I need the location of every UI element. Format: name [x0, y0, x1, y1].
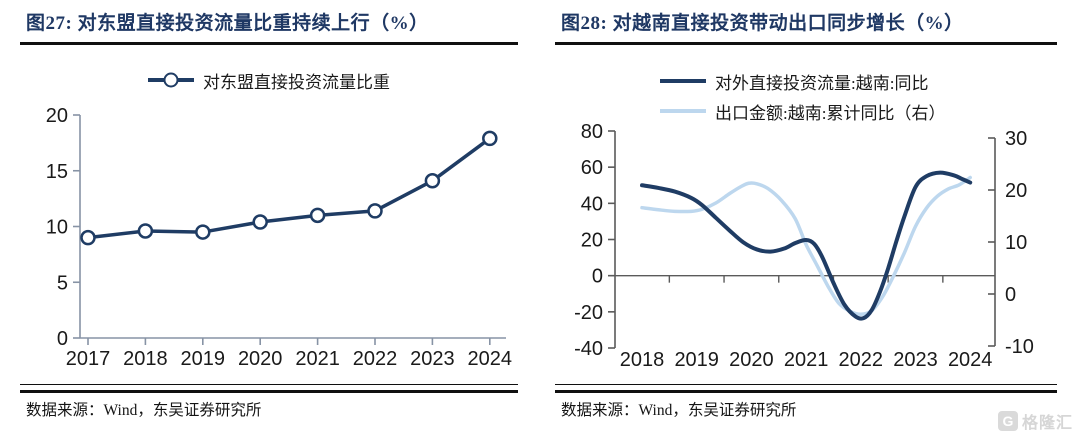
gelonghui-logo-icon: G: [997, 411, 1018, 431]
svg-text:30: 30: [1005, 128, 1027, 150]
legend-item: 出口金额:越南:累计同比（右）: [660, 99, 945, 124]
figure-27-bottom-rule: [20, 384, 518, 393]
svg-text:2020: 2020: [238, 348, 283, 370]
legend-item: 对东盟直接投资流量比重: [148, 68, 390, 93]
svg-text:2018: 2018: [123, 348, 168, 370]
svg-text:2024: 2024: [468, 348, 513, 370]
svg-text:2022: 2022: [353, 348, 398, 370]
asean-fdi-share-line-chart: 0 5 10 15 20 2017 2018 2019 2020 2021 2022 2023 2024: [46, 105, 513, 370]
svg-text:10: 10: [46, 217, 68, 239]
svg-text:40: 40: [581, 193, 603, 215]
data-point-marker: [424, 173, 441, 189]
data-point-marker: [367, 203, 383, 219]
figure-28-bottom-rule: [555, 384, 1057, 393]
svg-text:2017: 2017: [66, 348, 111, 370]
svg-text:2022: 2022: [839, 349, 884, 371]
figure-28-title: 图28: 对越南直接投资带动出口同步增长（%）: [561, 13, 964, 34]
open-circle-marker: [163, 72, 179, 88]
legend-label: 出口金额:越南:累计同比（右）: [715, 103, 946, 123]
svg-text:10: 10: [1005, 232, 1027, 254]
svg-text:15: 15: [46, 161, 68, 183]
data-point-marker: [482, 130, 498, 147]
gelonghui-watermark: G 格隆汇: [997, 409, 1073, 433]
svg-text:0: 0: [57, 328, 68, 350]
figure-27-data-source: 数据来源：Wind，东吴证券研究所: [26, 402, 262, 419]
svg-text:5: 5: [57, 272, 68, 294]
svg-text:20: 20: [581, 230, 603, 252]
data-point-marker: [80, 229, 96, 246]
svg-text:-20: -20: [574, 302, 603, 324]
figure-27-panel: 图27: 对东盟直接投资流量比重持续上行（%） 对东盟直接投资流量比重 0 5 10…: [20, 6, 518, 434]
svg-text:2021: 2021: [295, 348, 340, 370]
svg-text:0: 0: [592, 266, 603, 288]
svg-text:20: 20: [1005, 180, 1027, 202]
data-point-marker: [252, 214, 268, 230]
svg-text:2023: 2023: [410, 348, 455, 370]
data-point-marker: [137, 223, 154, 239]
svg-text:-40: -40: [574, 338, 603, 360]
figure-27-legend: 对东盟直接投资流量比重: [20, 66, 518, 94]
gelonghui-logo-text: 格隆汇: [1021, 415, 1073, 432]
legend-item: 对外直接投资流量:越南:同比: [660, 69, 928, 94]
navy-line-swatch: [660, 79, 706, 83]
vietnam-fdi-export-dual-axis-chart: -40 -20 0 20 40 60 80 -10 0 10 20 30 2018 2019 2020 202…: [574, 121, 1034, 371]
svg-text:2018: 2018: [620, 349, 665, 371]
svg-text:2020: 2020: [729, 349, 774, 371]
svg-text:60: 60: [581, 157, 603, 179]
data-point-marker: [195, 224, 211, 240]
series-fdi-flow-yoy: [640, 170, 973, 321]
figure-28-panel: 图28: 对越南直接投资带动出口同步增长（%） 对外直接投资流量:越南:同比 出…: [555, 6, 1057, 434]
figure-27-title-rule: [20, 42, 518, 45]
figure-28-data-source: 数据来源：Wind，东吴证券研究所: [561, 402, 797, 419]
series-asean-share: [87, 137, 491, 240]
svg-text:2021: 2021: [784, 349, 829, 371]
figure-28-legend-row-2: 出口金额:越南:累计同比（右）: [555, 98, 1057, 124]
svg-text:0: 0: [1005, 284, 1016, 306]
figure-28-legend-row-1: 对外直接投资流量:越南:同比: [555, 68, 1057, 94]
data-point-marker: [309, 207, 326, 224]
svg-text:20: 20: [46, 105, 68, 127]
lightblue-line-swatch: [660, 109, 706, 113]
svg-text:2019: 2019: [181, 348, 226, 370]
legend-label: 对外直接投资流量:越南:同比: [715, 73, 929, 93]
figure-27-title: 图27: 对东盟直接投资流量比重持续上行（%）: [26, 13, 429, 34]
legend-label: 对东盟直接投资流量比重: [203, 72, 390, 92]
series-export-cum-yoy: [640, 175, 972, 317]
svg-text:-10: -10: [1005, 336, 1034, 358]
figure-28-title-rule: [555, 42, 1057, 45]
svg-text:2024: 2024: [948, 349, 993, 371]
svg-text:2019: 2019: [674, 349, 719, 371]
line-circle-marker-swatch: [148, 72, 194, 88]
svg-text:80: 80: [581, 121, 603, 143]
svg-text:2023: 2023: [893, 349, 938, 371]
